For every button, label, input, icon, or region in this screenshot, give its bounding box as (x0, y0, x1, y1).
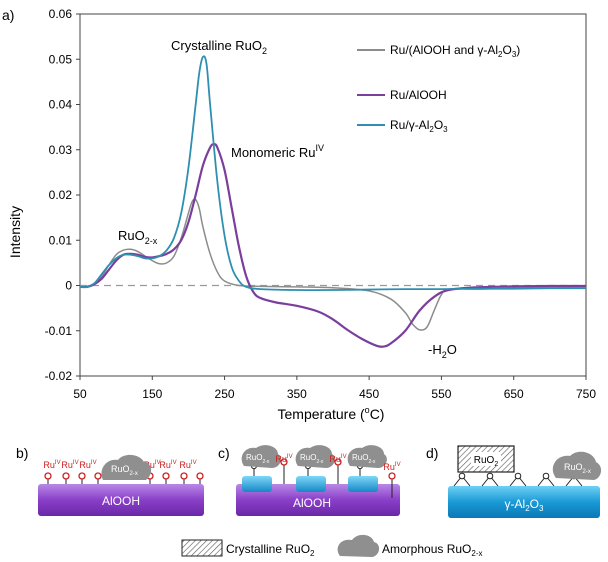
amorphous-cluster-c (295, 445, 335, 468)
legend-crystalline-label: Crystalline RuO2 (226, 542, 315, 558)
oxygen-site (78, 472, 86, 480)
y-tick-label: -0.02 (45, 369, 73, 383)
annotation-water: -H2O (428, 342, 457, 360)
panel-label-d: d) (426, 445, 438, 461)
oxygen-site (334, 458, 342, 466)
schematic-panel-b: b) AlOOH RuIVRuIVRuIVRuIVRuIVRuIV RuO2-x (16, 445, 204, 516)
alooh-support-b (38, 484, 204, 516)
series-line-1 (79, 198, 587, 331)
surface-bonds-d (453, 472, 583, 487)
support-label-d: γ-Al2O3 (505, 497, 544, 513)
ru-sites-c: RuO2-x RuO2-x RuO2-x RuIV RuIV RuIV (241, 445, 401, 498)
panel-label-b: b) (16, 445, 28, 461)
y-tick-label: 0.05 (49, 52, 73, 66)
amorphous-cluster-d: RuO2-x (552, 451, 602, 480)
legend-entry: Ru/AlOOH (390, 88, 447, 102)
support-label-b: AlOOH (102, 494, 140, 508)
cluster-shape-b (101, 454, 152, 480)
ru-label: RuIV (43, 460, 60, 470)
gamma-domain (242, 476, 272, 492)
x-tick-label: 50 (73, 387, 87, 401)
cluster-label-c: RuO2-x (352, 453, 376, 465)
support-label-c: AlOOH (293, 496, 331, 510)
bridge-oxygen (458, 472, 466, 480)
ru-label: RuIV (159, 460, 176, 470)
series-line-2 (79, 143, 587, 348)
legend-crystalline-swatch (181, 539, 223, 557)
ru-label: RuIV (61, 460, 78, 470)
cluster-label-d: RuO2-x (564, 462, 591, 475)
cluster-label-c: RuO2-x (246, 453, 270, 465)
amorphous-cluster-b: RuO2-x (101, 454, 152, 480)
series-line-3 (79, 55, 587, 292)
panel-label-a: a) (2, 7, 14, 23)
y-tick-label: 0.06 (49, 7, 73, 21)
cluster-label-b: RuO2-x (111, 464, 138, 477)
gamma-alumina-support-d (448, 486, 600, 518)
oxygen-site (62, 472, 70, 480)
plot-frame (79, 13, 587, 377)
x-tick-label: 750 (576, 387, 596, 401)
y-tick-label: 0.02 (49, 188, 73, 202)
schematic-legend: Crystalline RuO2 Amorphous RuO2-x (181, 534, 483, 558)
cluster-shape-d (552, 451, 602, 480)
bridge-oxygen (542, 472, 550, 480)
ru-label: RuIV (79, 460, 96, 470)
gamma-domains-c (242, 476, 378, 492)
x-tick-label: 150 (142, 387, 162, 401)
y-tick-label: -0.01 (45, 324, 73, 338)
oxygen-site (280, 458, 288, 466)
ru-label: RuIV (179, 460, 196, 470)
amorphous-cluster-c (347, 445, 387, 468)
ru-label: RuIV (275, 454, 292, 464)
chart-legend: Ru/(AlOOH and γ-Al2O3) Ru/AlOOH Ru/γ-Al2O3 (357, 43, 520, 134)
annotation-monomeric-ru: Monomeric RuIV (231, 143, 324, 160)
ru-label: RuIV (383, 462, 400, 472)
crystal-label-bg-d (471, 452, 501, 466)
x-axis-label: Temperature (oC) (278, 405, 385, 422)
bridge-oxygen (486, 472, 494, 480)
x-tick-label: 450 (359, 387, 379, 401)
amorphous-cluster-c (241, 445, 281, 468)
crystal-label-d: RuO2 (474, 455, 499, 468)
x-tick-label: 550 (431, 387, 451, 401)
x-tick-label: 350 (287, 387, 307, 401)
series-lines (79, 55, 587, 348)
x-axis-ticks: 50 150 250 350 450 550 650 750 (73, 376, 596, 401)
cluster-label-c: RuO2-x (300, 453, 324, 465)
annotation-ruo2x: RuO2-x (118, 228, 158, 246)
tpr-chart: a) -0.02 -0.01 0 0.01 0.02 0.03 0.04 0.05 0.06 5… (2, 7, 596, 422)
legend-entry: Ru/(AlOOH and γ-Al2O3) (390, 43, 520, 59)
y-tick-label: 0 (65, 279, 72, 293)
panel-label-c: c) (218, 445, 230, 461)
schematic-panel-c: c) AlOOH RuO2-x RuO2-x RuO2-x RuIV RuIV RuIV (218, 445, 401, 516)
legend-amorphous-label: Amorphous RuO2-x (382, 542, 483, 558)
x-tick-label: 650 (504, 387, 524, 401)
oxygen-site (180, 472, 188, 480)
oxygen-site (162, 472, 170, 480)
oxygen-site (94, 472, 102, 480)
y-tick-label: 0.04 (49, 98, 73, 112)
oxygen-site (44, 472, 52, 480)
gamma-domain (296, 476, 326, 492)
y-axis-label: Intensity (7, 206, 23, 258)
legend-entry: Ru/γ-Al2O3 (390, 118, 448, 134)
ru-label: RuIV (329, 454, 346, 464)
y-axis-ticks: -0.02 -0.01 0 0.01 0.02 0.03 0.04 0.05 0.06 (45, 7, 80, 383)
x-tick-label: 250 (215, 387, 235, 401)
ru-sites-b: RuIVRuIVRuIVRuIVRuIVRuIV (43, 460, 204, 484)
legend-amorphous-swatch (337, 534, 380, 557)
oxygen-site (388, 472, 396, 480)
gamma-domain (348, 476, 378, 492)
oxygen-site (196, 472, 204, 480)
schematic-panel-d: d) γ-Al2O3 RuO2 RuO2-x (426, 445, 602, 518)
annotation-crystalline-ruo2: Crystalline RuO2 (171, 38, 267, 56)
y-tick-label: 0.03 (49, 143, 73, 157)
y-tick-label: 0.01 (49, 233, 73, 247)
bridge-oxygen (514, 472, 522, 480)
